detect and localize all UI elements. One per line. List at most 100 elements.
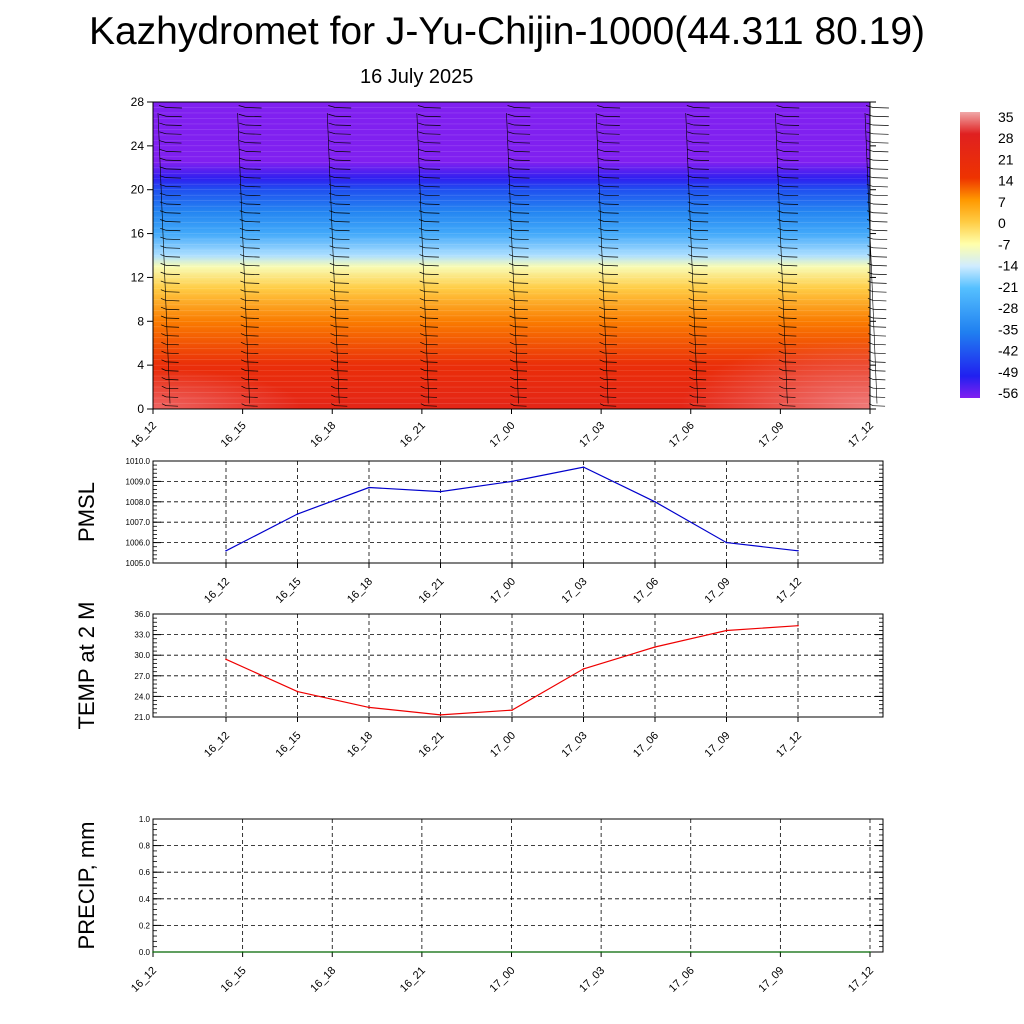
wind-barb-flag: [165, 265, 180, 267]
wind-barb-flag: [424, 229, 440, 232]
wind-barb-flag: [335, 221, 350, 223]
wind-barb: [688, 341, 694, 345]
wind-barb: [507, 149, 515, 152]
wind-barb-flag: [335, 343, 349, 346]
data-point: [368, 486, 370, 489]
wind-barb-flag: [872, 343, 886, 346]
wind-barb-flag: [424, 343, 438, 346]
wind-barb-flag: [424, 177, 440, 179]
wind-barb: [330, 315, 336, 319]
x-tick-label: 17_12: [846, 965, 876, 995]
wind-barb-flag: [872, 387, 886, 390]
wind-barb-flag: [424, 326, 438, 328]
wind-barb-flag: [424, 335, 438, 337]
wind-barb: [161, 350, 167, 354]
x-tick-label: 17_06: [631, 576, 661, 606]
wind-barb: [418, 201, 425, 205]
wind-barb: [328, 131, 336, 135]
wind-barb: [507, 157, 515, 161]
wind-barb: [867, 315, 874, 319]
wind-barb: [239, 227, 246, 231]
wind-barb: [160, 306, 167, 310]
wind-barb: [239, 149, 246, 152]
heatmap-y-tick-label: 12: [131, 270, 145, 284]
wind-barb-flag: [335, 265, 350, 267]
wind-barb: [599, 403, 605, 407]
wind-barb-flag: [872, 124, 889, 126]
y-tick-label: 30.0: [134, 651, 150, 660]
wind-barb-flag: [872, 370, 886, 372]
wind-barb-flag: [424, 247, 439, 249]
data-point: [654, 501, 656, 503]
wind-barb: [776, 105, 784, 108]
x-tick-label: 17_12: [774, 730, 804, 760]
wind-barb-flag: [872, 300, 887, 302]
x-tick-label: 16_18: [308, 965, 338, 995]
y-tick-label: 21.0: [134, 713, 150, 722]
wind-barb: [868, 368, 874, 371]
wind-barb-flag: [783, 203, 799, 205]
wind-barb: [418, 166, 425, 170]
wind-barb-flag: [783, 387, 796, 390]
wind-barb: [330, 298, 336, 301]
wind-barb-flag: [165, 212, 181, 214]
wind-barb-flag: [693, 308, 708, 311]
wind-barb-flag: [514, 150, 530, 153]
wind-barb-flag: [514, 256, 529, 258]
wind-barb-staff: [416, 112, 430, 404]
wind-barb: [328, 157, 336, 161]
wind-barb-flag: [245, 343, 259, 346]
wind-barb-flag: [693, 212, 709, 214]
panel-frame: [152, 460, 884, 564]
x-tick-label: 17_09: [703, 576, 733, 606]
wind-barb-flag: [165, 177, 182, 179]
wind-barb: [241, 385, 246, 389]
wind-barb: [508, 245, 515, 249]
wind-barb: [159, 192, 167, 196]
wind-barb-flag: [165, 343, 179, 346]
colorbar-label: -56: [998, 385, 1018, 401]
wind-barb: [776, 166, 784, 170]
wind-barb: [599, 333, 605, 336]
wind-barb: [419, 324, 426, 328]
wind-barb: [688, 298, 694, 301]
wind-barb-flag: [335, 379, 348, 381]
colorbar-label: 28: [998, 130, 1014, 146]
wind-barb-flag: [604, 124, 620, 126]
wind-barb-flag: [872, 238, 888, 240]
wind-barb-flag: [245, 238, 260, 240]
wind-barb: [687, 210, 694, 214]
wind-barb-flag: [693, 124, 710, 126]
wind-barb: [240, 306, 246, 310]
wind-barb-flag: [245, 335, 259, 337]
wind-barb-flag: [165, 326, 180, 328]
wind-barb: [420, 403, 426, 407]
wind-barb: [597, 192, 605, 196]
wind-barb: [160, 271, 167, 275]
wind-barb: [598, 263, 605, 266]
wind-barb: [599, 350, 605, 354]
wind-barb-flag: [245, 282, 260, 284]
wind-barb-flag: [335, 133, 351, 135]
wind-barb-flag: [335, 238, 350, 240]
x-tick-label: 16_21: [417, 730, 447, 760]
y-axis-label: PMSL: [74, 482, 99, 542]
heatmap-y-tick-label: 4: [137, 358, 144, 372]
wind-barb: [507, 131, 515, 135]
wind-barb-flag: [514, 238, 529, 240]
wind-barb-flag: [165, 186, 181, 188]
wind-barb: [330, 377, 336, 380]
wind-barb: [328, 105, 336, 108]
wind-barb: [240, 254, 246, 257]
wind-barb: [688, 254, 694, 257]
wind-barb-flag: [693, 379, 707, 381]
wind-barb-flag: [514, 107, 531, 109]
heatmap-y-tick-label: 0: [137, 402, 144, 416]
wind-barb-flag: [604, 396, 617, 398]
wind-barb-flag: [783, 194, 799, 197]
wind-barb: [330, 359, 336, 363]
wind-barb-flag: [514, 343, 528, 346]
wind-barb: [509, 271, 515, 275]
data-point: [225, 658, 227, 661]
wind-barb-flag: [245, 317, 259, 319]
